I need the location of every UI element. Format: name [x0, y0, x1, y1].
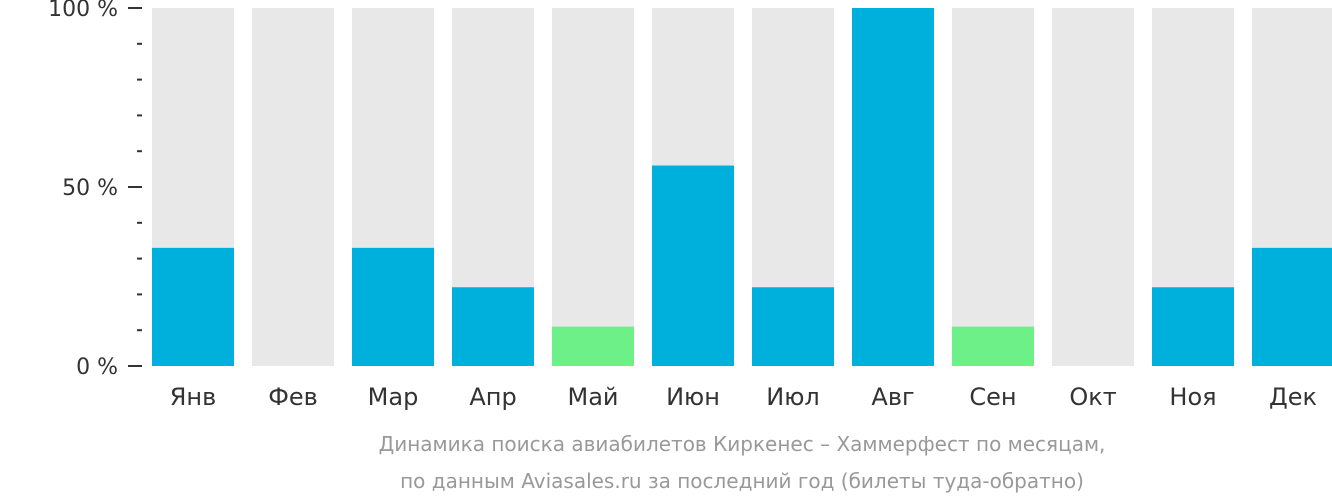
x-tick-label: Июн	[666, 383, 720, 411]
x-tick-label: Авг	[871, 383, 914, 411]
caption-line-2: по данным Aviasales.ru за последний год …	[400, 469, 1084, 493]
bar-background	[952, 8, 1034, 366]
chart-caption: Динамика поиска авиабилетов Киркенес – Х…	[379, 432, 1106, 493]
bar-background	[252, 8, 334, 366]
bar	[352, 247, 434, 366]
x-tick-label: Мар	[368, 383, 419, 411]
y-tick-label: 0 %	[76, 355, 118, 380]
bars	[152, 8, 1332, 366]
x-tick-label: Апр	[469, 383, 516, 411]
bar	[652, 165, 734, 366]
x-tick-label: Дек	[1269, 383, 1317, 411]
bar	[952, 326, 1034, 366]
y-tick-label: 50 %	[62, 176, 118, 201]
x-tick-label: Май	[567, 383, 618, 411]
x-axis-labels: Янв Фев Мар Апр Май Июн Июл Авг Сен Окт Ноя Дек	[170, 383, 1317, 411]
bar	[152, 247, 234, 366]
bar	[1252, 247, 1332, 366]
x-tick-label: Окт	[1069, 383, 1116, 411]
bar	[752, 287, 834, 366]
bar-background	[552, 8, 634, 366]
caption-line-1: Динамика поиска авиабилетов Киркенес – Х…	[379, 432, 1106, 456]
y-tick-label: 100 %	[48, 0, 118, 22]
x-tick-label: Янв	[170, 383, 217, 411]
x-tick-label: Ноя	[1169, 383, 1216, 411]
bar	[1152, 287, 1234, 366]
x-tick-label: Июл	[766, 383, 820, 411]
bar	[552, 326, 634, 366]
bar	[452, 287, 534, 366]
x-tick-label: Сен	[969, 383, 1016, 411]
bar-background	[1052, 8, 1134, 366]
y-axis: 100 % 50 % 0 %	[48, 0, 142, 380]
x-tick-label: Фев	[268, 383, 318, 411]
bar	[852, 8, 934, 366]
